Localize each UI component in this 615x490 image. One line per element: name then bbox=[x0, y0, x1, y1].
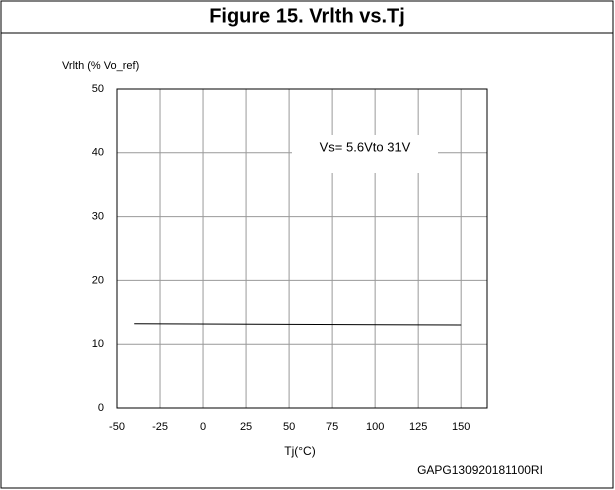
x-tick-label: 25 bbox=[240, 421, 252, 433]
x-tick-label: -25 bbox=[152, 421, 168, 433]
annotation-bg bbox=[292, 135, 438, 173]
x-tick-label: 100 bbox=[366, 421, 384, 433]
y-tick-label: 10 bbox=[92, 338, 104, 350]
y-tick-label: 30 bbox=[92, 211, 104, 223]
x-tick-label: 75 bbox=[326, 421, 338, 433]
plot-border bbox=[116, 88, 488, 409]
y-tick-label: 50 bbox=[92, 83, 104, 95]
x-axis-label: Tj(°C) bbox=[284, 444, 315, 458]
x-tick-label: 125 bbox=[409, 421, 427, 433]
x-tick-label: 150 bbox=[452, 421, 470, 433]
y-tick-label: 20 bbox=[92, 274, 104, 286]
chart-title: Figure 15. Vrlth vs.Tj bbox=[209, 5, 405, 27]
y-tick-label: 0 bbox=[98, 402, 104, 414]
y-tick-label: 40 bbox=[92, 147, 104, 159]
figure-code: GAPG130920181100RI bbox=[417, 463, 543, 477]
x-tick-label: 50 bbox=[283, 421, 295, 433]
x-tick-label: 0 bbox=[200, 421, 206, 433]
data-line bbox=[134, 323, 462, 326]
annotation: Vs= 5.6Vto 31V bbox=[320, 139, 411, 154]
x-tick-label: -50 bbox=[109, 421, 125, 433]
y-axis-label: Vrlth (% Vo_ref) bbox=[62, 60, 139, 72]
